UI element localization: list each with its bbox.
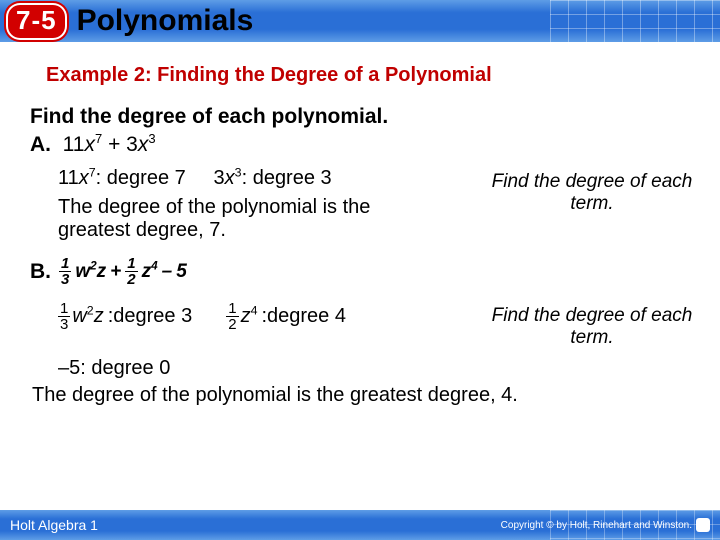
part-a-work: 11x7: degree 7 3x3: degree 3 The degree … xyxy=(18,167,482,242)
footer-band: Holt Algebra 1 Copyright © by Holt, Rine… xyxy=(0,510,720,540)
owl-icon xyxy=(696,518,710,532)
lesson-title: Polynomials xyxy=(77,4,254,38)
part-b-hint: Find the degree of each term. xyxy=(482,301,702,349)
part-a-term1: 11x7 xyxy=(58,167,96,189)
part-b-conclusion: The degree of the polynomial is the grea… xyxy=(32,384,702,407)
part-a-work-row: 11x7: degree 7 3x3: degree 3 The degree … xyxy=(18,167,702,242)
example-title: Example 2: Finding the Degree of a Polyn… xyxy=(46,64,702,87)
part-b-problem: B. 13 w2z + 12 z4 – 5 xyxy=(18,256,702,287)
slide-content: Example 2: Finding the Degree of a Polyn… xyxy=(0,42,720,407)
header-band: 7-5 Polynomials xyxy=(0,0,720,42)
part-a-term2: 3x3 xyxy=(214,167,242,189)
part-a-conclusion: The degree of the polynomial is the grea… xyxy=(58,196,418,242)
lesson-number-chip: 7-5 xyxy=(6,3,67,40)
part-a-hint: Find the degree of each term. xyxy=(482,167,702,215)
instruction: Find the degree of each polynomial. xyxy=(30,105,702,129)
copyright: Copyright © by Holt, Rinehart and Winsto… xyxy=(501,518,710,532)
part-b-label: B. xyxy=(30,260,51,284)
header-grid-decoration xyxy=(550,0,720,42)
part-b-term3-degree: –5: degree 0 xyxy=(18,357,702,380)
part-b-work: 13 w2z :degree 3 12 z4 :degree 4 xyxy=(18,301,482,332)
book-title: Holt Algebra 1 xyxy=(10,517,98,533)
part-a-problem: A. 11x7 + 3x3 xyxy=(30,133,702,157)
part-a-label: A. xyxy=(30,133,51,156)
part-b-work-row: 13 w2z :degree 3 12 z4 :degree 4 Find th… xyxy=(18,301,702,349)
